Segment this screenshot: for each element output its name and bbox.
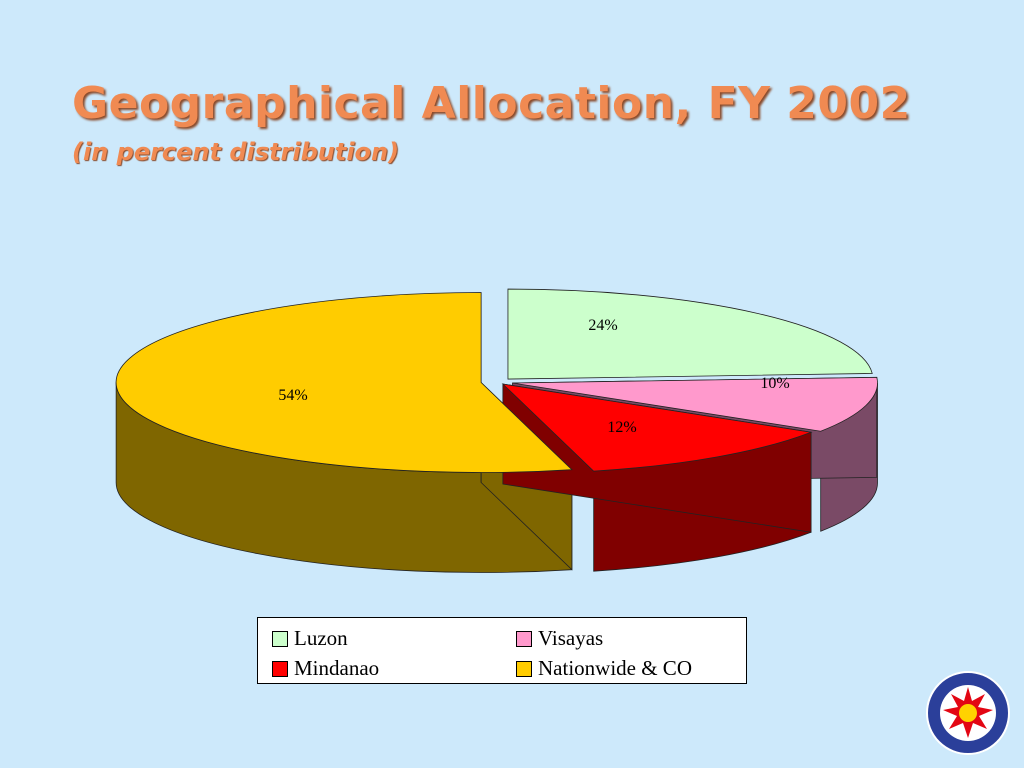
data-label-nationwide-co: 54% [278,387,307,404]
legend-swatch-nationwide [516,660,532,677]
legend-item-mindanao: Mindanao [272,656,379,681]
pie-chart: 24% 10% 12% 54% [115,288,878,573]
seal-icon [926,671,1010,755]
data-label-visayas: 10% [760,375,789,392]
legend-label-nationwide: Nationwide & CO [538,656,692,680]
slide-title: Geographical Allocation, FY 2002 [72,78,911,129]
legend-swatch-luzon [272,630,288,647]
slice-top-mindanao [501,383,813,472]
data-label-mindanao: 12% [607,419,636,436]
legend-swatch-visayas [516,630,532,647]
slice-top-luzon [507,288,873,380]
legend-item-visayas: Visayas [516,626,603,651]
legend-label-visayas: Visayas [538,626,604,650]
slice-top-nationwide-co [115,292,573,473]
slide-subtitle: (in percent distribution) [72,138,400,166]
legend-label-luzon: Luzon [294,626,348,650]
legend-item-luzon: Luzon [272,626,348,651]
chart-legend: Luzon Visayas Mindanao Nationwide & CO [257,617,747,684]
legend-swatch-mindanao [272,660,288,677]
legend-label-mindanao: Mindanao [294,656,380,680]
data-label-luzon: 24% [588,317,617,334]
slice-top-visayas [512,376,878,432]
legend-item-nationwide: Nationwide & CO [516,656,692,681]
